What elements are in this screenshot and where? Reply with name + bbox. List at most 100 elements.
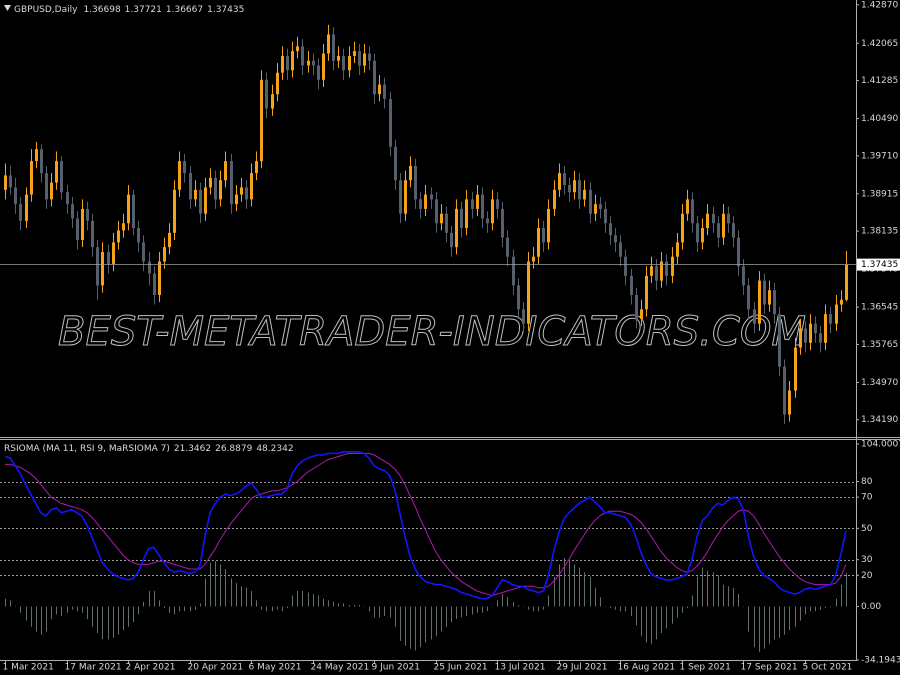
histogram-bar (805, 606, 806, 615)
histogram-bar (795, 606, 796, 627)
histogram-bar (41, 606, 42, 635)
histogram-bar (590, 576, 591, 607)
rsioma-value: 48.2342 (256, 444, 293, 454)
histogram-bar (800, 606, 801, 621)
histogram-bar (36, 606, 37, 632)
histogram-bar (210, 562, 211, 607)
histogram-bar (67, 606, 68, 613)
histogram-bar (559, 564, 560, 607)
histogram-bar (87, 606, 88, 620)
histogram-bar (133, 606, 134, 623)
x-tick-label: 5 Oct 2021 (803, 663, 853, 673)
histogram-bar (641, 606, 642, 637)
histogram-bar (118, 606, 119, 635)
x-tick-label: 20 Apr 2021 (188, 663, 244, 673)
y-tick-label: 1.35765 (861, 340, 898, 350)
y-tick-label: 1.38135 (861, 227, 898, 237)
histogram-bar (774, 606, 775, 640)
histogram-bar (456, 606, 457, 620)
histogram-bar (502, 594, 503, 607)
histogram-bar (646, 606, 647, 643)
histogram-bar (20, 606, 21, 613)
histogram-bar (313, 594, 314, 607)
y-tick-label: 30 (861, 555, 873, 565)
histogram-bar (631, 606, 632, 616)
histogram-bar (754, 606, 755, 648)
histogram-bar (405, 606, 406, 646)
histogram-bar (338, 603, 339, 607)
indicator-line (5, 452, 847, 597)
histogram-bar (723, 584, 724, 607)
histogram-bar (108, 606, 109, 640)
indicator-title: RSIOMA (MA 11, RSI 9, MaRSIOMA 7) 21.3462… (4, 444, 294, 454)
histogram-bar (102, 606, 103, 640)
x-tick-label: 16 Aug 2021 (618, 663, 676, 673)
x-tick-label: 13 Jul 2021 (495, 663, 546, 673)
histogram-bar (482, 606, 483, 613)
histogram-bar (46, 606, 47, 632)
histogram-bar (610, 606, 611, 609)
histogram-bar (236, 583, 237, 607)
histogram-bar (92, 606, 93, 627)
histogram-bar (713, 572, 714, 607)
histogram-bar (738, 594, 739, 607)
histogram-bar (543, 606, 544, 610)
histogram-bar (390, 606, 391, 618)
histogram-bar (354, 604, 355, 607)
histogram-bar (174, 606, 175, 615)
histogram-bar (266, 606, 267, 612)
histogram-bar (395, 606, 396, 627)
histogram-bar (538, 606, 539, 612)
histogram-bar (702, 567, 703, 607)
y-tick-label: 70 (861, 493, 873, 503)
histogram-bar (625, 606, 626, 612)
histogram-bar (61, 606, 62, 616)
histogram-bar (10, 600, 11, 607)
y-tick-label: 20 (861, 571, 873, 581)
histogram-bar (287, 606, 288, 609)
x-tick-label: 25 Jun 2021 (434, 663, 488, 673)
histogram-bar (446, 606, 447, 627)
histogram-bar (323, 598, 324, 607)
histogram-bar (246, 587, 247, 607)
histogram-bar (292, 595, 293, 607)
y-tick-label: 1.42870 (861, 0, 898, 10)
histogram-bar (682, 606, 683, 613)
histogram-bar (733, 587, 734, 607)
y-tick-label: 1.42065 (861, 39, 898, 49)
histogram-bar (584, 572, 585, 607)
y-tick-label: 1.39710 (861, 151, 898, 161)
ma-value: 26.8879 (215, 444, 252, 454)
last-price-label: 1.37435 (861, 260, 898, 270)
histogram-bar (190, 606, 191, 612)
close-value: 1.37435 (207, 5, 244, 15)
histogram-bar (759, 606, 760, 652)
histogram-bar (441, 606, 442, 632)
histogram-bar (707, 570, 708, 607)
histogram-bar (425, 606, 426, 643)
histogram-bar (128, 606, 129, 627)
histogram-bar (507, 597, 508, 607)
open-value: 1.36698 (83, 5, 120, 15)
histogram-bar (26, 606, 27, 621)
histogram-bar (51, 606, 52, 620)
histogram-bar (5, 598, 6, 607)
y-tick-label: 104.0007 (861, 440, 900, 450)
histogram-bar (687, 606, 688, 609)
histogram-bar (154, 590, 155, 607)
histogram-bar (615, 606, 616, 610)
histogram-bar (574, 564, 575, 607)
histogram-bar (225, 569, 226, 607)
histogram-bar (692, 595, 693, 607)
histogram-bar (343, 603, 344, 607)
y-tick-label: 1.41285 (861, 76, 898, 86)
histogram-bar (77, 606, 78, 612)
histogram-bar (384, 606, 385, 616)
histogram-bar (600, 597, 601, 607)
histogram-bar (825, 606, 826, 609)
histogram-bar (677, 606, 678, 618)
histogram-bar (72, 606, 73, 610)
histogram-bar (215, 561, 216, 607)
